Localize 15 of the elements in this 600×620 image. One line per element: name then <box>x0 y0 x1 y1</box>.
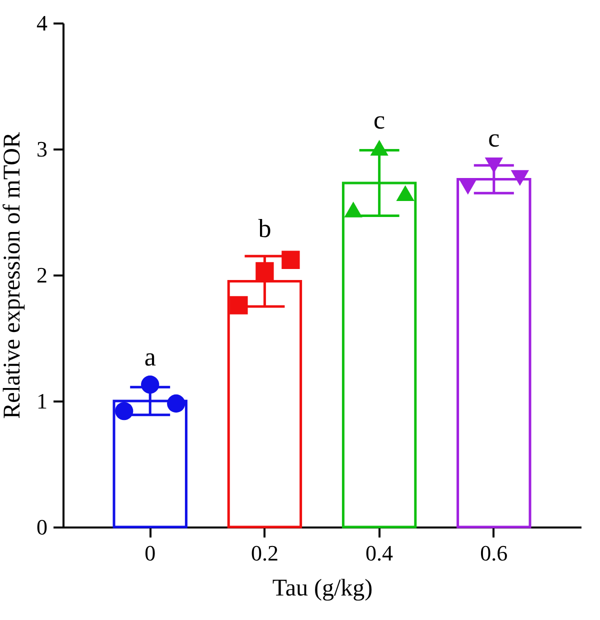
annotation: c <box>488 123 500 152</box>
y-axis-title: Relative expression of mTOR <box>0 132 26 419</box>
annotation: b <box>258 214 272 244</box>
annotation: a <box>144 342 156 372</box>
x-tick-label: 0.4 <box>366 540 394 566</box>
y-tick-label: 0 <box>36 514 48 540</box>
y-tick-label: 3 <box>36 136 48 162</box>
y-tick-label: 4 <box>36 10 48 36</box>
x-tick-label: 0.6 <box>480 540 508 566</box>
x-axis-title: Tau (g/kg) <box>272 576 373 602</box>
y-tick-label: 2 <box>36 262 48 288</box>
x-tick-label: 0.2 <box>250 540 278 566</box>
y-tick-label: 1 <box>36 388 48 414</box>
x-tick-label: 0 <box>144 540 156 566</box>
annotation: c <box>374 106 386 135</box>
